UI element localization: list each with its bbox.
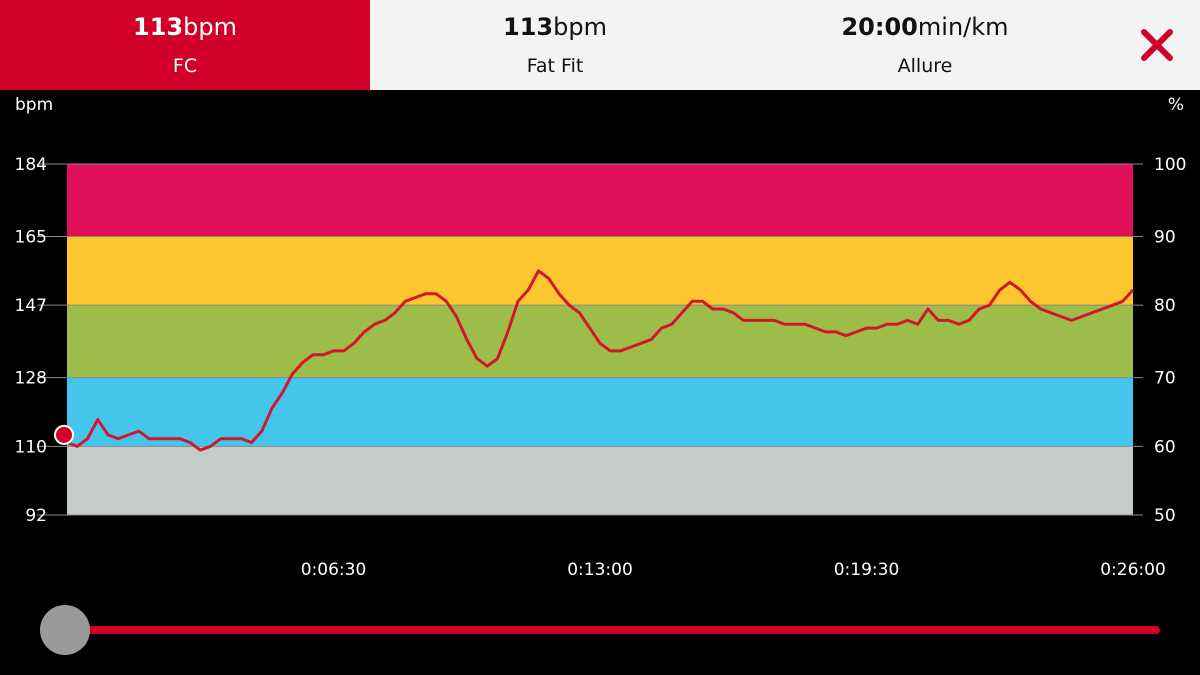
tab-allure-label: Allure — [897, 55, 953, 77]
x-tick-label: 0:13:00 — [567, 560, 633, 580]
tab-fc-value: 113bpm — [133, 13, 237, 41]
grid-lines — [37, 163, 1143, 516]
y-left-tick-label: 92 — [25, 506, 47, 526]
x-axis-ticks: 0:06:30 0:13:00 0:19:30 0:26:00 — [301, 560, 1166, 580]
tab-fc[interactable]: 113bpm FC — [0, 0, 370, 90]
close-button[interactable] — [1134, 22, 1180, 68]
metric-tabs: 113bpm FC 113bpm Fat Fit 20:00min/km All… — [0, 0, 1200, 90]
tab-fat-fit-value: 113bpm — [503, 13, 607, 41]
tab-fat-fit-label: Fat Fit — [526, 55, 584, 77]
y-left-tick-label: 147 — [15, 296, 47, 316]
tab-fat-fit[interactable]: 113bpm Fat Fit — [370, 0, 740, 90]
zone-band-0 — [67, 164, 1133, 237]
tab-allure[interactable]: 20:00min/km Allure — [740, 0, 1110, 90]
y-left-tick-label: 128 — [15, 369, 47, 389]
y-right-tick-label: 90 — [1154, 227, 1176, 247]
y-right-tick-label: 100 — [1154, 155, 1186, 175]
tab-allure-value: 20:00min/km — [841, 13, 1009, 41]
heart-rate-line — [66, 269, 1135, 452]
timeline-slider[interactable] — [40, 605, 1160, 655]
x-tick-label: 0:19:30 — [834, 560, 900, 580]
slider-knob[interactable] — [40, 605, 90, 655]
y-axis-left-ticks: 184 165 147 128 110 92 — [15, 155, 47, 526]
y-left-tick-label: 110 — [15, 437, 47, 457]
y-right-tick-label: 60 — [1154, 437, 1176, 457]
tab-fc-label: FC — [172, 55, 198, 77]
zone-band-3 — [67, 377, 1133, 447]
current-position-marker — [54, 424, 74, 445]
y-axis-right-label: % — [1168, 95, 1184, 115]
y-right-tick-label: 80 — [1154, 296, 1176, 316]
y-right-tick-label: 50 — [1154, 506, 1176, 526]
zone-band-4 — [67, 446, 1133, 515]
close-icon — [1141, 29, 1173, 61]
y-axis-left-label: bpm — [15, 95, 53, 115]
x-tick-label: 0:26:00 — [1100, 560, 1166, 580]
heart-rate-chart: bpm % 184 165 147 128 110 92 100 90 80 70 60 50 0:… — [15, 95, 1187, 580]
x-tick-label: 0:06:30 — [301, 560, 367, 580]
heart-rate-zones — [67, 164, 1133, 515]
y-left-tick-label: 165 — [15, 227, 47, 247]
zone-band-1 — [67, 236, 1133, 306]
y-right-tick-label: 70 — [1154, 369, 1176, 389]
y-left-tick-label: 184 — [15, 155, 47, 175]
y-axis-right-ticks: 100 90 80 70 60 50 — [1154, 155, 1186, 526]
slider-track[interactable] — [60, 626, 1160, 634]
